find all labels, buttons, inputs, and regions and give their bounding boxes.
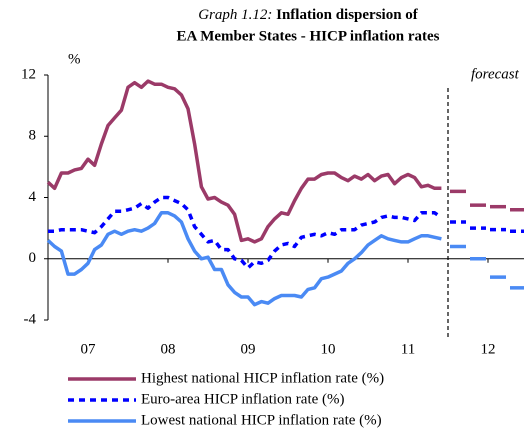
chart-title: EA Member States - HICP inflation rates bbox=[176, 28, 439, 44]
y-tick-label: 8 bbox=[29, 128, 37, 144]
y-tick-label: -4 bbox=[24, 311, 37, 327]
y-tick-label: 12 bbox=[21, 66, 36, 82]
x-tick-label: 10 bbox=[321, 341, 336, 357]
legend-label: Euro-area HICP inflation rate (%) bbox=[141, 391, 345, 407]
y-tick-label: 4 bbox=[29, 189, 37, 205]
chart-title: Graph 1.12: Inflation dispersion of bbox=[198, 7, 419, 23]
y-tick-label: 0 bbox=[29, 250, 37, 266]
x-tick-label: 07 bbox=[81, 341, 97, 357]
title-line: Inflation dispersion of bbox=[276, 7, 419, 23]
x-tick-label: 11 bbox=[401, 341, 415, 357]
title-label: Graph 1.12: bbox=[198, 7, 272, 23]
x-tick-label: 12 bbox=[481, 341, 496, 357]
series-line bbox=[46, 211, 442, 307]
y-axis-label: % bbox=[68, 51, 81, 67]
series-line bbox=[48, 195, 443, 270]
legend-label: Lowest national HICP inflation rate (%) bbox=[141, 412, 382, 428]
series-line bbox=[46, 79, 442, 244]
legend-label: Highest national HICP inflation rate (%) bbox=[141, 370, 384, 386]
annotation: forecast bbox=[471, 66, 520, 82]
x-tick-label: 08 bbox=[161, 341, 176, 357]
x-tick-label: 09 bbox=[241, 341, 256, 357]
